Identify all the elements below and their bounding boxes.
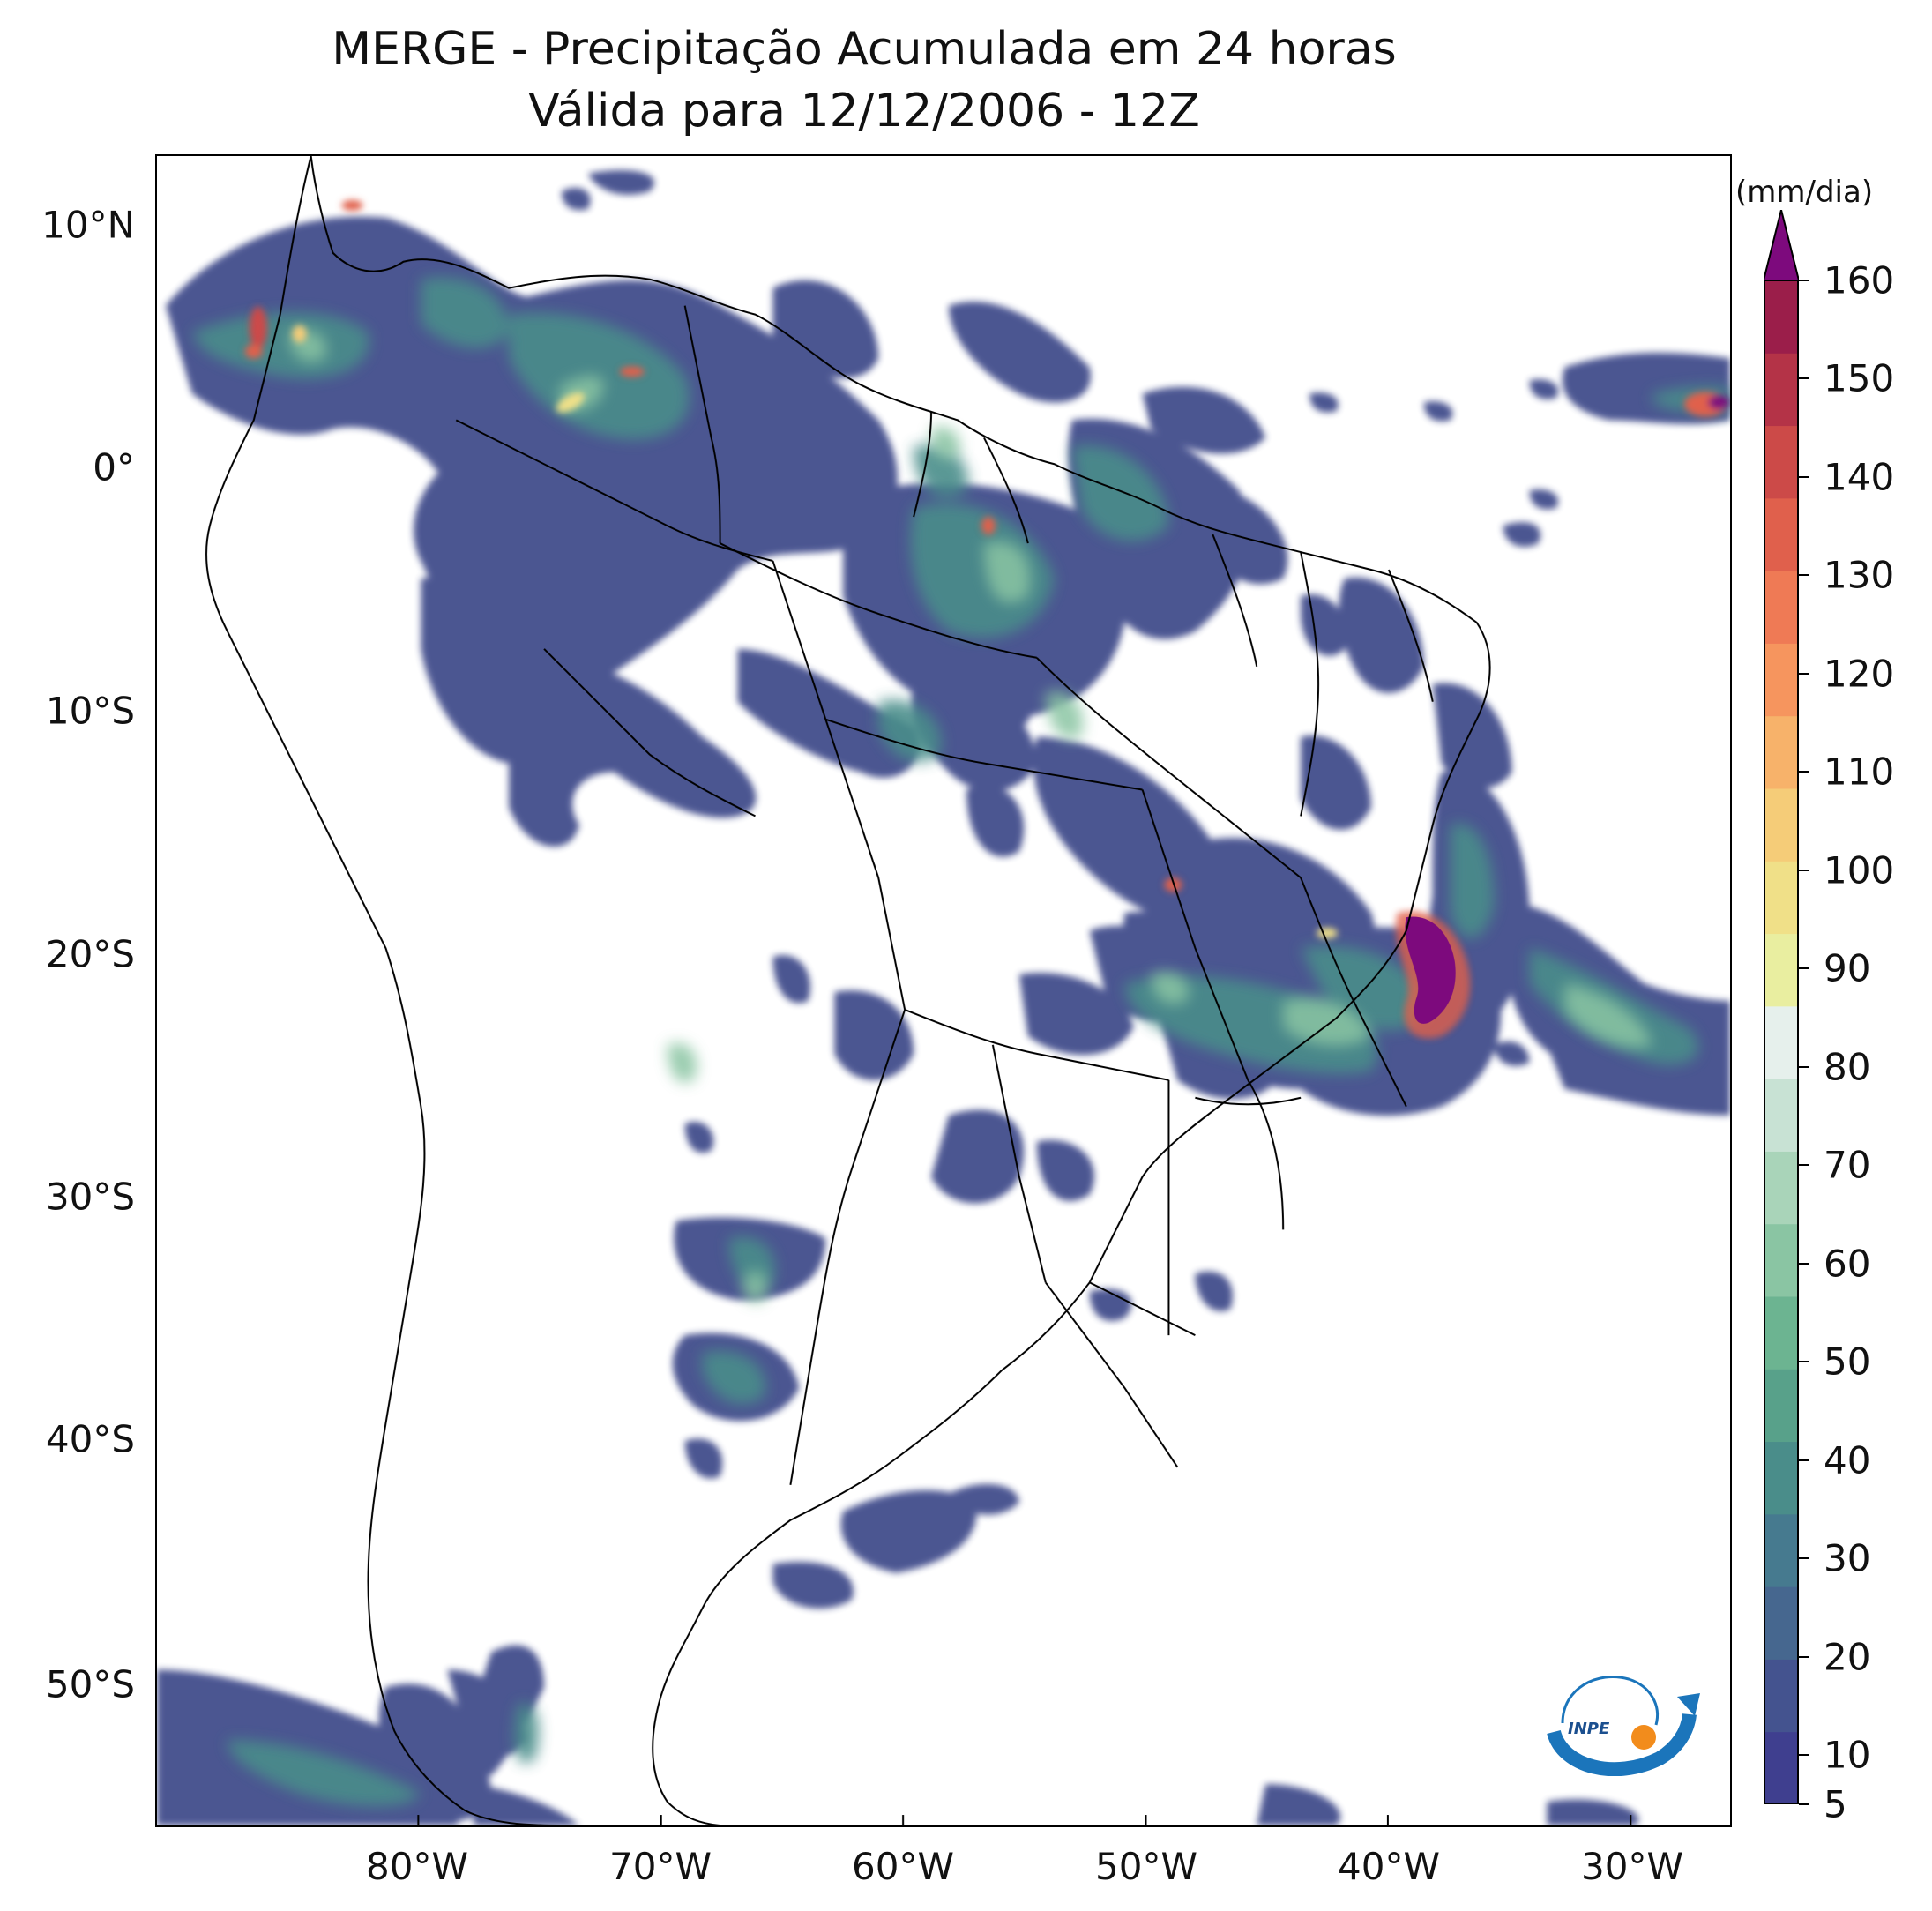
- colorbar-tick-label: 120: [1824, 652, 1895, 696]
- colorbar-tick: [1799, 771, 1809, 773]
- colorbar-tick: [1799, 280, 1809, 281]
- colorbar-segment: [1764, 643, 1799, 717]
- colorbar-segment: [1764, 1369, 1799, 1443]
- colorbar-segment: [1764, 1586, 1799, 1660]
- precip-high-layer: [288, 329, 1653, 1303]
- colorbar-tick: [1799, 672, 1809, 675]
- colorbar-segment: [1764, 933, 1799, 1007]
- colorbar-segment: [1764, 1296, 1799, 1370]
- colorbar-tick: [1799, 869, 1809, 871]
- colorbar-tick: [1799, 967, 1809, 970]
- colorbar-frame: [1764, 280, 1799, 1804]
- colorbar-tick-label: 100: [1824, 848, 1895, 892]
- colorbar-tick-label: 140: [1824, 455, 1895, 499]
- inpe-logo: INPE: [1547, 1675, 1700, 1776]
- lat-label-20s: 20°S: [45, 932, 135, 976]
- lon-label-80w: 80°W: [366, 1845, 468, 1888]
- precipitation-map: [157, 156, 1730, 1825]
- colorbar-segment: [1764, 280, 1799, 354]
- precip-peak-layer: [244, 199, 1730, 939]
- colorbar-tick-label: 90: [1824, 946, 1871, 990]
- colorbar-tick-label: 60: [1824, 1242, 1871, 1286]
- colorbar-tick: [1799, 1262, 1809, 1265]
- colorbar-segment: [1764, 1151, 1799, 1225]
- map-frame: [155, 154, 1732, 1827]
- coastline-borders: [205, 156, 1491, 1825]
- colorbar-tick: [1799, 574, 1809, 577]
- lon-label-40w: 40°W: [1338, 1845, 1440, 1888]
- lon-label-30w: 30°W: [1581, 1845, 1683, 1888]
- colorbar-segment: [1764, 715, 1799, 789]
- colorbar-tick-label: 110: [1824, 750, 1895, 794]
- colorbar-tick: [1799, 1361, 1809, 1363]
- lon-ticks: [417, 1815, 1632, 1825]
- colorbar-tick: [1799, 1655, 1809, 1658]
- precip-low-layer: [157, 170, 1730, 1825]
- colorbar-segment: [1764, 571, 1799, 644]
- colorbar-segment: [1764, 788, 1799, 862]
- colorbar-tick: [1799, 1459, 1809, 1461]
- inpe-logo-text: INPE: [1568, 1720, 1610, 1738]
- colorbar-tick-label: 20: [1824, 1635, 1871, 1679]
- lat-label-50s: 50°S: [45, 1662, 135, 1706]
- lat-label-30s: 30°S: [45, 1175, 135, 1219]
- colorbar-segment: [1764, 353, 1799, 427]
- colorbar-segment: [1764, 1441, 1799, 1515]
- colorbar-tick-label: 150: [1824, 356, 1895, 400]
- colorbar-tick-label: 130: [1824, 553, 1895, 597]
- lat-label-40s: 40°S: [45, 1417, 135, 1461]
- lon-label-60w: 60°W: [852, 1845, 954, 1888]
- colorbar-segment: [1764, 1079, 1799, 1152]
- colorbar-tick: [1799, 1164, 1809, 1167]
- colorbar-unit: (mm/dia): [1735, 175, 1874, 210]
- colorbar-tick-label: 50: [1824, 1340, 1871, 1384]
- colorbar-segment: [1764, 1005, 1799, 1079]
- colorbar-tick: [1799, 1557, 1809, 1560]
- colorbar-segment: [1764, 1659, 1799, 1733]
- precip-extreme-layer: [1395, 911, 1471, 1039]
- colorbar-segment: [1764, 1223, 1799, 1297]
- colorbar-tick: [1799, 1803, 1809, 1805]
- lat-label-10s: 10°S: [45, 689, 135, 733]
- lat-label-10n: 10°N: [41, 203, 135, 247]
- colorbar-tick-label: 80: [1824, 1045, 1871, 1089]
- map-subtitle: Válida para 12/12/2006 - 12Z: [528, 85, 1200, 138]
- lon-label-50w: 50°W: [1095, 1845, 1197, 1888]
- colorbar: [1764, 210, 1799, 1804]
- colorbar-tick-label: 70: [1824, 1143, 1871, 1187]
- colorbar-tick: [1799, 1754, 1809, 1757]
- colorbar-segment: [1764, 425, 1799, 499]
- colorbar-tick: [1799, 475, 1809, 478]
- lat-label-0: 0°: [93, 445, 135, 489]
- colorbar-tick-label: 5: [1824, 1782, 1847, 1826]
- colorbar-segment: [1764, 861, 1799, 935]
- colorbar-segment: [1764, 1513, 1799, 1587]
- colorbar-segment: [1764, 497, 1799, 571]
- lon-label-70w: 70°W: [609, 1845, 712, 1888]
- colorbar-tick: [1799, 1065, 1809, 1068]
- colorbar-tick-label: 30: [1824, 1536, 1871, 1580]
- colorbar-tick-label: 10: [1824, 1733, 1871, 1777]
- map-title: MERGE - Precipitação Acumulada em 24 hor…: [332, 23, 1397, 76]
- colorbar-tick-label: 160: [1824, 258, 1895, 302]
- colorbar-extend-arrow: [1764, 210, 1799, 281]
- colorbar-tick-label: 40: [1824, 1438, 1871, 1482]
- colorbar-tick: [1799, 377, 1809, 380]
- colorbar-segment: [1764, 1731, 1799, 1804]
